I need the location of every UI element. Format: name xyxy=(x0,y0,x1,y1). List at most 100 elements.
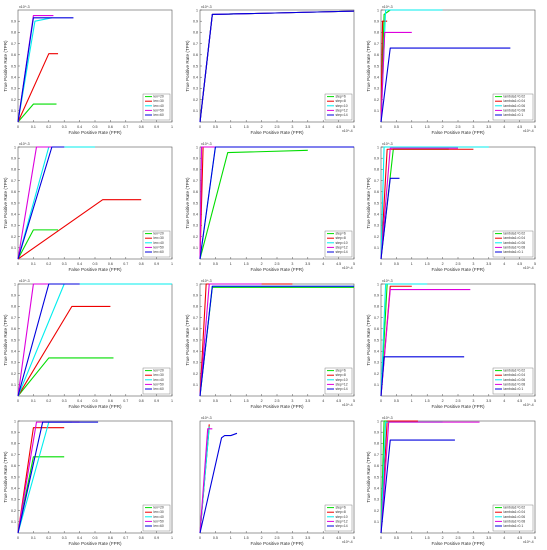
y-tick-label: 0.3 xyxy=(374,224,379,228)
legend-label: step=6 xyxy=(336,506,346,510)
x-tick-label: 0 xyxy=(199,125,201,129)
y-tick-label: 0.1 xyxy=(193,109,198,113)
x-axis-label: False Positive Rate (FPR) xyxy=(431,541,485,546)
x-tick-label: 0 xyxy=(380,536,382,540)
y-tick-label: 0.9 xyxy=(374,431,379,435)
x-tick-label: 1 xyxy=(411,125,413,129)
legend-label: step=10 xyxy=(336,378,348,382)
x-tick-label: 2 xyxy=(261,262,263,266)
legend-box xyxy=(324,367,353,395)
y-exponent-label: x10^-3 xyxy=(382,279,393,283)
x-tick-label: 0.4 xyxy=(77,125,82,129)
y-tick-label: 0.5 xyxy=(374,201,379,205)
legend-label: step=10 xyxy=(336,104,348,108)
x-tick-label: 1 xyxy=(411,262,413,266)
legend-label: lambda1=0.02 xyxy=(504,369,526,373)
y-tick-label: 0.5 xyxy=(193,201,198,205)
x-tick-label: 0.8 xyxy=(139,399,144,403)
legend-label: step=10 xyxy=(336,515,348,519)
x-tick-label: 3 xyxy=(472,125,474,129)
y-tick-label: 0.6 xyxy=(193,327,198,331)
x-tick-label: 4.5 xyxy=(517,125,522,129)
legend-label: len=40 xyxy=(154,378,164,382)
legend-label: lambda1=0.06 xyxy=(504,378,526,382)
x-tick-label: 2 xyxy=(261,536,263,540)
legend-label: step=12 xyxy=(336,519,348,523)
y-tick-label: 0.2 xyxy=(11,372,16,376)
x-exponent-label: x10^-4 xyxy=(523,266,534,270)
series-line xyxy=(199,10,355,123)
x-tick-label: 0.3 xyxy=(62,399,67,403)
legend-label: step=14 xyxy=(336,524,348,528)
legend-label: lambda1=0.08 xyxy=(504,382,526,386)
x-tick-label: 0.7 xyxy=(123,262,128,266)
x-tick-label: 0 xyxy=(380,262,382,266)
y-tick-label: 0.8 xyxy=(11,168,16,172)
legend-label: step=12 xyxy=(336,245,348,249)
x-tick-label: 4 xyxy=(503,262,505,266)
y-tick-label: 0.4 xyxy=(374,213,379,217)
y-tick-label: 0.6 xyxy=(193,53,198,57)
y-tick-label: 0.4 xyxy=(374,350,379,354)
x-tick-label: 0 xyxy=(199,399,201,403)
chart-panel: 0 0.5 1 1.5 2 2.5 3 3.5 4 4.5 5 0.1 0.2 0.3 0.4 0.5 0.6 0… xyxy=(366,416,536,546)
chart-panel: 0 0.5 1 1.5 2 2.5 3 3.5 4 4.5 5 0.1 0.2 0.3 0.4 0.5 0.6 0… xyxy=(366,142,536,272)
y-tick-label: 0.6 xyxy=(374,190,379,194)
x-tick-label: 3 xyxy=(291,262,293,266)
y-tick-label: 0.5 xyxy=(193,338,198,342)
y-tick-label: 0.4 xyxy=(11,487,16,491)
x-axis-label: False Positive Rate (FPR) xyxy=(68,130,122,135)
x-tick-label: 0.9 xyxy=(154,536,159,540)
x-tick-label: 1 xyxy=(411,399,413,403)
x-tick-label: 4 xyxy=(503,125,505,129)
x-tick-label: 0 xyxy=(380,125,382,129)
x-axis-label: False Positive Rate (FPR) xyxy=(68,404,122,409)
x-tick-label: 3 xyxy=(472,399,474,403)
y-tick-label: 0.3 xyxy=(11,224,16,228)
legend-label: lambda1=0.04 xyxy=(504,510,526,514)
y-tick-label: 0.1 xyxy=(374,383,379,387)
legend-box xyxy=(324,230,353,258)
y-tick-label: 0.4 xyxy=(11,213,16,217)
legend-label: len=50 xyxy=(154,382,164,386)
y-tick-label: 0.9 xyxy=(374,157,379,161)
x-tick-label: 1.5 xyxy=(244,125,249,129)
y-tick-label: 0.1 xyxy=(11,520,16,524)
y-exponent-label: x10^-3 xyxy=(19,142,30,146)
x-tick-label: 0.5 xyxy=(394,399,399,403)
y-tick-label: 0.1 xyxy=(11,109,16,113)
y-tick-label: 0.3 xyxy=(374,361,379,365)
x-tick-label: 4 xyxy=(322,262,324,266)
x-tick-label: 0 xyxy=(17,399,19,403)
x-tick-label: 3 xyxy=(291,536,293,540)
series-line xyxy=(380,421,480,534)
legend-box xyxy=(142,504,171,532)
x-tick-label: 4 xyxy=(322,536,324,540)
series-line xyxy=(17,421,99,534)
y-tick-label: 0.6 xyxy=(193,190,198,194)
y-axis-label: True Positive Rate (TPR) xyxy=(3,451,8,503)
x-tick-label: 3 xyxy=(472,262,474,266)
x-tick-label: 5 xyxy=(353,536,355,540)
x-tick-label: 4 xyxy=(322,125,324,129)
x-tick-label: 1 xyxy=(171,125,173,129)
legend-label: step=8 xyxy=(336,373,346,377)
series-line xyxy=(17,199,142,260)
y-tick-label: 1 xyxy=(196,8,198,12)
legend-box xyxy=(492,93,534,121)
legend-label: lambda1=0.02 xyxy=(504,95,526,99)
y-tick-label: 0.8 xyxy=(374,31,379,35)
chart-panel: 0 0.1 0.2 0.3 0.4 0.5 0.6 0.7 0.8 0.9 1 0.1 0.2 0.3 0.… xyxy=(3,142,173,272)
y-tick-label: 0.9 xyxy=(11,157,16,161)
y-tick-label: 0.8 xyxy=(193,31,198,35)
x-tick-label: 0.1 xyxy=(31,262,36,266)
legend-label: lambda1=0.08 xyxy=(504,519,526,523)
x-axis-label: False Positive Rate (FPR) xyxy=(250,404,304,409)
x-tick-label: 0 xyxy=(17,125,19,129)
x-tick-label: 3.5 xyxy=(305,536,310,540)
x-axis-label: False Positive Rate (FPR) xyxy=(250,541,304,546)
legend-label: step=12 xyxy=(336,382,348,386)
y-tick-label: 0.8 xyxy=(193,305,198,309)
y-tick-label: 0.7 xyxy=(193,179,198,183)
y-tick-label: 0.8 xyxy=(374,168,379,172)
